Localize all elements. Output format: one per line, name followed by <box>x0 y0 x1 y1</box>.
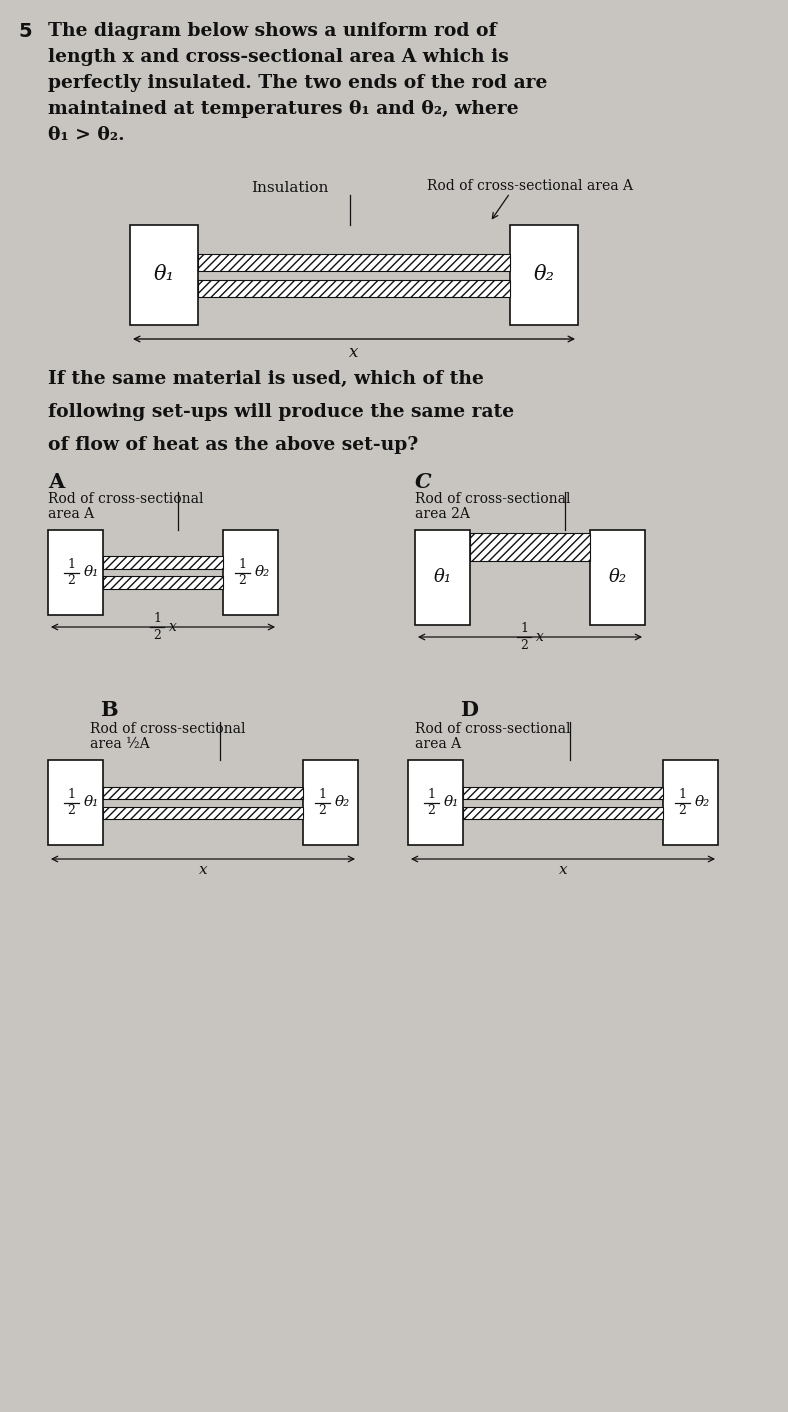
Text: θ₁: θ₁ <box>154 265 174 284</box>
Bar <box>130 225 198 325</box>
Text: 5: 5 <box>18 23 32 41</box>
Text: of flow of heat as the above set-up?: of flow of heat as the above set-up? <box>48 436 418 455</box>
Text: θ₂: θ₂ <box>608 569 626 586</box>
Text: 1: 1 <box>428 788 436 801</box>
Text: θ₂: θ₂ <box>255 565 269 579</box>
Text: θ₂: θ₂ <box>533 265 555 284</box>
Text: length x and cross-sectional area A which is: length x and cross-sectional area A whic… <box>48 48 509 66</box>
Text: following set-ups will produce the same rate: following set-ups will produce the same … <box>48 402 514 421</box>
Text: The diagram below shows a uniform rod of: The diagram below shows a uniform rod of <box>48 23 496 40</box>
Text: 1: 1 <box>68 558 76 570</box>
Text: 2: 2 <box>428 805 436 818</box>
Text: 1: 1 <box>68 788 76 801</box>
Text: area A: area A <box>48 507 94 521</box>
Bar <box>103 806 303 819</box>
Text: θ₂: θ₂ <box>334 795 350 809</box>
Bar <box>198 280 510 297</box>
Text: Insulation: Insulation <box>251 181 329 195</box>
Text: 2: 2 <box>68 575 76 587</box>
Text: 1: 1 <box>239 558 247 570</box>
Text: perfectly insulated. The two ends of the rod are: perfectly insulated. The two ends of the… <box>48 73 548 92</box>
Text: θ₂: θ₂ <box>694 795 710 809</box>
Text: 2: 2 <box>520 640 528 652</box>
Text: 2: 2 <box>678 805 686 818</box>
Bar <box>103 556 223 569</box>
Bar <box>103 786 303 799</box>
Bar <box>470 532 590 561</box>
Text: B: B <box>100 700 117 720</box>
Text: Rod of cross-sectional: Rod of cross-sectional <box>48 491 203 505</box>
Bar <box>103 576 223 589</box>
Text: Rod of cross-sectional: Rod of cross-sectional <box>90 722 246 736</box>
Text: x: x <box>169 620 177 634</box>
Text: θ₁ > θ₂.: θ₁ > θ₂. <box>48 126 125 144</box>
Text: θ₁: θ₁ <box>433 569 452 586</box>
Bar <box>198 254 510 271</box>
Text: 1: 1 <box>153 611 161 626</box>
Text: x: x <box>349 345 359 361</box>
Bar <box>463 806 663 819</box>
Text: 1: 1 <box>318 788 326 801</box>
Text: 2: 2 <box>153 628 161 642</box>
Text: maintained at temperatures θ₁ and θ₂, where: maintained at temperatures θ₁ and θ₂, wh… <box>48 100 519 119</box>
Text: Rod of cross-sectional: Rod of cross-sectional <box>415 491 571 505</box>
Text: D: D <box>460 700 478 720</box>
Text: area ½A: area ½A <box>90 737 150 751</box>
Text: x: x <box>559 863 567 877</box>
Bar <box>408 760 463 844</box>
Text: area A: area A <box>415 737 461 751</box>
Text: Rod of cross-sectional area A: Rod of cross-sectional area A <box>427 179 633 193</box>
Text: 2: 2 <box>68 805 76 818</box>
Text: 1: 1 <box>520 623 528 635</box>
Bar <box>510 225 578 325</box>
Text: If the same material is used, which of the: If the same material is used, which of t… <box>48 370 484 388</box>
Bar <box>663 760 718 844</box>
Text: 2: 2 <box>318 805 326 818</box>
Text: A: A <box>48 472 65 491</box>
Text: Rod of cross-sectional: Rod of cross-sectional <box>415 722 571 736</box>
Bar <box>48 760 103 844</box>
Text: θ₁: θ₁ <box>84 565 98 579</box>
Text: 1: 1 <box>678 788 686 801</box>
Text: θ₁: θ₁ <box>84 795 98 809</box>
Text: C: C <box>415 472 432 491</box>
Bar <box>223 530 278 616</box>
Bar <box>463 786 663 799</box>
Text: 2: 2 <box>239 575 247 587</box>
Bar <box>48 530 103 616</box>
Bar <box>590 530 645 626</box>
Text: θ₁: θ₁ <box>444 795 459 809</box>
Text: area 2A: area 2A <box>415 507 470 521</box>
Bar <box>415 530 470 626</box>
Bar <box>303 760 358 844</box>
Text: x: x <box>536 630 544 644</box>
Text: x: x <box>199 863 207 877</box>
